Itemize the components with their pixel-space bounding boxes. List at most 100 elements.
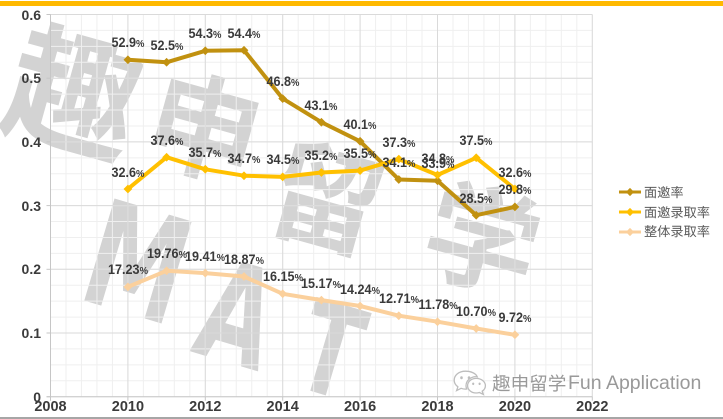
percent-sign: % xyxy=(445,159,454,172)
x-axis-label: 2022 xyxy=(576,399,609,415)
percent-sign: % xyxy=(329,151,338,163)
x-axis-label: 2016 xyxy=(343,399,377,415)
data-label-2-2014: 16.15% xyxy=(262,268,303,285)
y-axis-label: 0 xyxy=(33,388,41,405)
series-marker-0 xyxy=(355,136,365,146)
percent-sign: % xyxy=(371,284,381,297)
data-label-0-2020: 29.8% xyxy=(498,181,532,198)
y-axis-label: 0.6 xyxy=(21,6,41,23)
series-marker-1 xyxy=(433,170,442,180)
series-marker-0 xyxy=(510,202,520,212)
series-marker-0 xyxy=(433,176,442,186)
data-label-0-2014: 46.8% xyxy=(266,73,300,90)
percent-sign: % xyxy=(332,278,342,291)
data-label-2-2010: 17.23% xyxy=(107,261,148,278)
percent-sign: % xyxy=(410,294,419,307)
data-label-0-2015: 43.1% xyxy=(304,96,338,113)
series-marker-0 xyxy=(394,175,404,184)
legend-item-2: 整体录取率 xyxy=(619,223,710,241)
series-marker-0 xyxy=(278,94,288,103)
percent-sign: % xyxy=(135,38,145,51)
x-axis-label: 2010 xyxy=(111,399,145,415)
series-marker-2 xyxy=(510,330,520,340)
percent-sign: % xyxy=(174,40,184,53)
data-label-1-2020: 32.6% xyxy=(498,163,532,180)
legend-item-0: 面邀率 xyxy=(619,183,684,201)
percent-sign: % xyxy=(216,251,226,264)
legend-swatch-line-icon xyxy=(619,188,641,197)
percent-sign: % xyxy=(252,154,261,167)
percent-sign: % xyxy=(213,147,222,160)
y-axis-label: 0.2 xyxy=(21,261,41,278)
percent-sign: % xyxy=(406,137,416,150)
series-marker-0 xyxy=(162,57,171,67)
series-marker-1 xyxy=(394,154,404,164)
series-marker-2 xyxy=(278,289,288,299)
series-marker-1 xyxy=(317,168,326,177)
series-marker-0 xyxy=(471,210,481,220)
x-axis-label: 2020 xyxy=(498,399,532,415)
percent-sign: % xyxy=(174,135,184,148)
data-label-0-2019: 28.5% xyxy=(459,189,493,206)
data-label-0-2010: 52.9% xyxy=(111,34,145,51)
percent-sign: % xyxy=(522,313,532,326)
percent-sign: % xyxy=(368,119,377,132)
y-axis-label: 0.4 xyxy=(21,133,41,150)
data-label-0-2011: 52.5% xyxy=(150,36,184,53)
percent-sign: % xyxy=(178,249,187,262)
percent-sign: % xyxy=(290,77,300,90)
percent-sign: % xyxy=(484,193,493,206)
series-marker-2 xyxy=(394,311,404,321)
data-label-1-2011: 37.6% xyxy=(150,131,184,148)
percent-sign: % xyxy=(255,255,264,267)
y-axis-label: 0.5 xyxy=(21,70,41,87)
percent-sign: % xyxy=(329,100,338,113)
percent-sign: % xyxy=(368,149,377,162)
data-label-0-2018: 33.9% xyxy=(421,155,454,172)
percent-sign: % xyxy=(445,153,454,166)
wechat-bubbles-icon xyxy=(453,370,487,396)
series-line-0 xyxy=(125,48,517,218)
percent-sign: % xyxy=(522,167,532,180)
x-axis-label: 2014 xyxy=(266,399,299,415)
series-marker-1 xyxy=(239,171,249,181)
x-axis-label: 2008 xyxy=(34,399,67,415)
series-marker-2 xyxy=(239,272,249,281)
legend-swatch-line-icon xyxy=(619,207,641,217)
data-label-2-2012: 19.41% xyxy=(185,247,226,264)
legend-label xyxy=(644,205,710,220)
series-marker-2 xyxy=(471,324,481,333)
percent-sign: % xyxy=(252,28,261,41)
data-label-2-2017: 12.71% xyxy=(378,290,419,307)
data-label-0-2012: 54.3% xyxy=(188,25,222,42)
data-label-0-2013: 54.4% xyxy=(227,24,261,41)
percent-sign: % xyxy=(487,307,497,319)
series-marker-1 xyxy=(200,164,210,174)
data-label-1-2017: 37.3% xyxy=(382,133,416,150)
percent-sign: % xyxy=(294,272,303,285)
data-label-1-2013: 34.7% xyxy=(227,150,261,167)
data-label-0-2016: 40.1% xyxy=(343,115,377,132)
series-marker-2 xyxy=(317,295,326,305)
series-marker-2 xyxy=(162,266,171,276)
data-label-2-2020: 9.72% xyxy=(498,309,532,326)
brand-logo: 趣申留学 Fun Application xyxy=(451,368,701,398)
series-marker-2 xyxy=(433,317,442,327)
data-label-1-2014: 34.5% xyxy=(266,151,300,168)
bottom-border-line xyxy=(0,417,723,419)
percent-sign: % xyxy=(448,300,458,313)
data-label-2-2016: 14.24% xyxy=(340,280,381,297)
series-marker-1 xyxy=(355,166,365,175)
data-label-1-2012: 35.7% xyxy=(188,143,222,160)
data-label-1-2016: 35.5% xyxy=(343,145,377,162)
series-marker-2 xyxy=(355,301,365,311)
top-accent-bar xyxy=(0,1,723,6)
legend-label xyxy=(644,185,684,200)
legend-item-1: 面邀录取率 xyxy=(619,203,710,221)
data-label-2-2013: 18.87% xyxy=(224,251,264,267)
series-marker-0 xyxy=(317,117,326,127)
percent-sign: % xyxy=(522,185,532,198)
series-marker-2 xyxy=(123,282,133,292)
percent-sign: % xyxy=(484,136,493,149)
